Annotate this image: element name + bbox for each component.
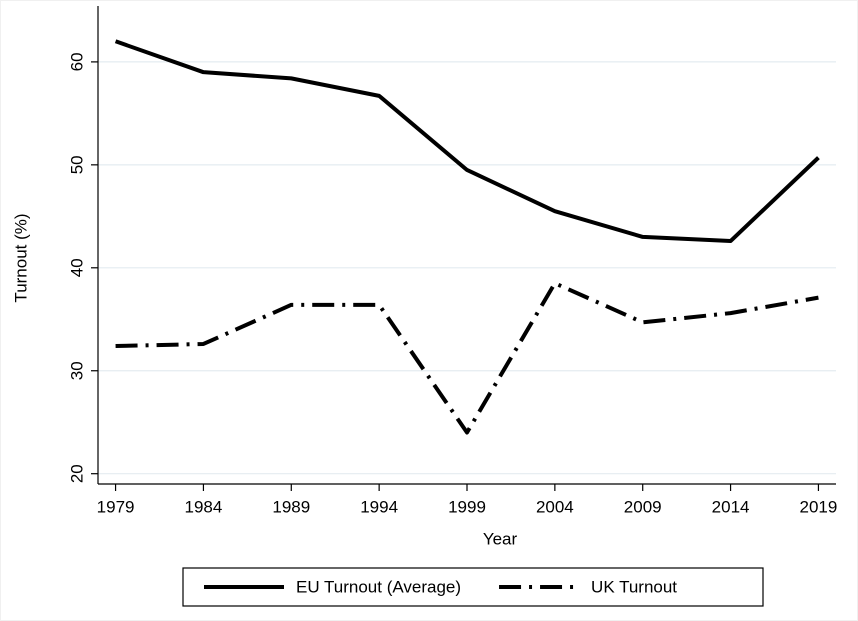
x-tick-label: 2019 [800, 497, 838, 516]
x-tick-label: 2009 [624, 497, 662, 516]
legend-label: EU Turnout (Average) [296, 577, 461, 596]
x-tick-label: 2014 [712, 497, 750, 516]
line-series [115, 281, 819, 435]
y-tick-label: 20 [67, 464, 86, 483]
line-series [114, 39, 820, 244]
x-tick-label: 1989 [272, 497, 310, 516]
y-tick-label: 40 [67, 258, 86, 277]
x-tick-label: 1979 [97, 497, 135, 516]
legend-label: UK Turnout [591, 577, 677, 596]
x-tick-label: 2004 [536, 497, 574, 516]
y-tick-label: 50 [67, 155, 86, 174]
x-tick-label: 1994 [360, 497, 398, 516]
y-tick-label: 60 [67, 52, 86, 71]
x-axis-title: Year [483, 529, 518, 548]
x-tick-label: 1984 [185, 497, 223, 516]
y-axis-title: Turnout (%) [11, 213, 30, 302]
x-tick-label: 1999 [448, 497, 486, 516]
y-tick-label: 30 [67, 361, 86, 380]
legend: EU Turnout (Average) UK Turnout [182, 567, 764, 607]
